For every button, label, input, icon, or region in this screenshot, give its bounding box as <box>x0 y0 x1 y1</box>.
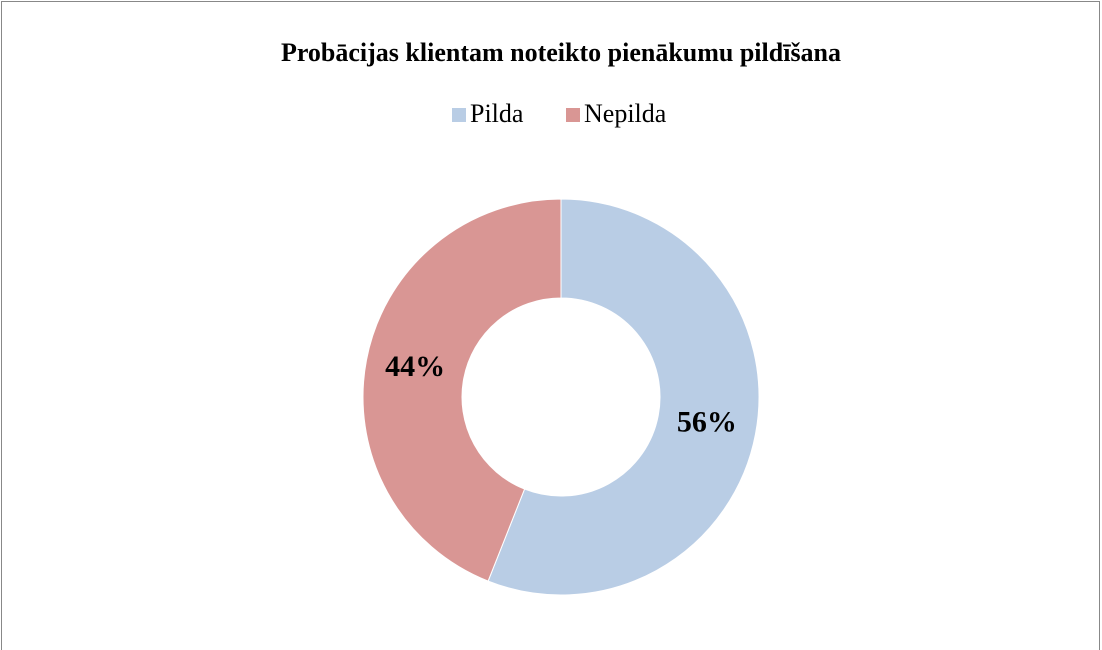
legend-label: Nepilda <box>584 99 667 128</box>
legend-label: Pilda <box>470 99 524 128</box>
legend-swatch <box>566 108 580 122</box>
legend-swatch <box>452 108 466 122</box>
pie-slice <box>362 198 562 582</box>
data-label: 56% <box>677 406 737 439</box>
pie-slice <box>487 198 760 596</box>
data-label: 44% <box>385 350 445 383</box>
chart-title: Probācijas klientam noteikto pienākumu p… <box>281 38 841 67</box>
